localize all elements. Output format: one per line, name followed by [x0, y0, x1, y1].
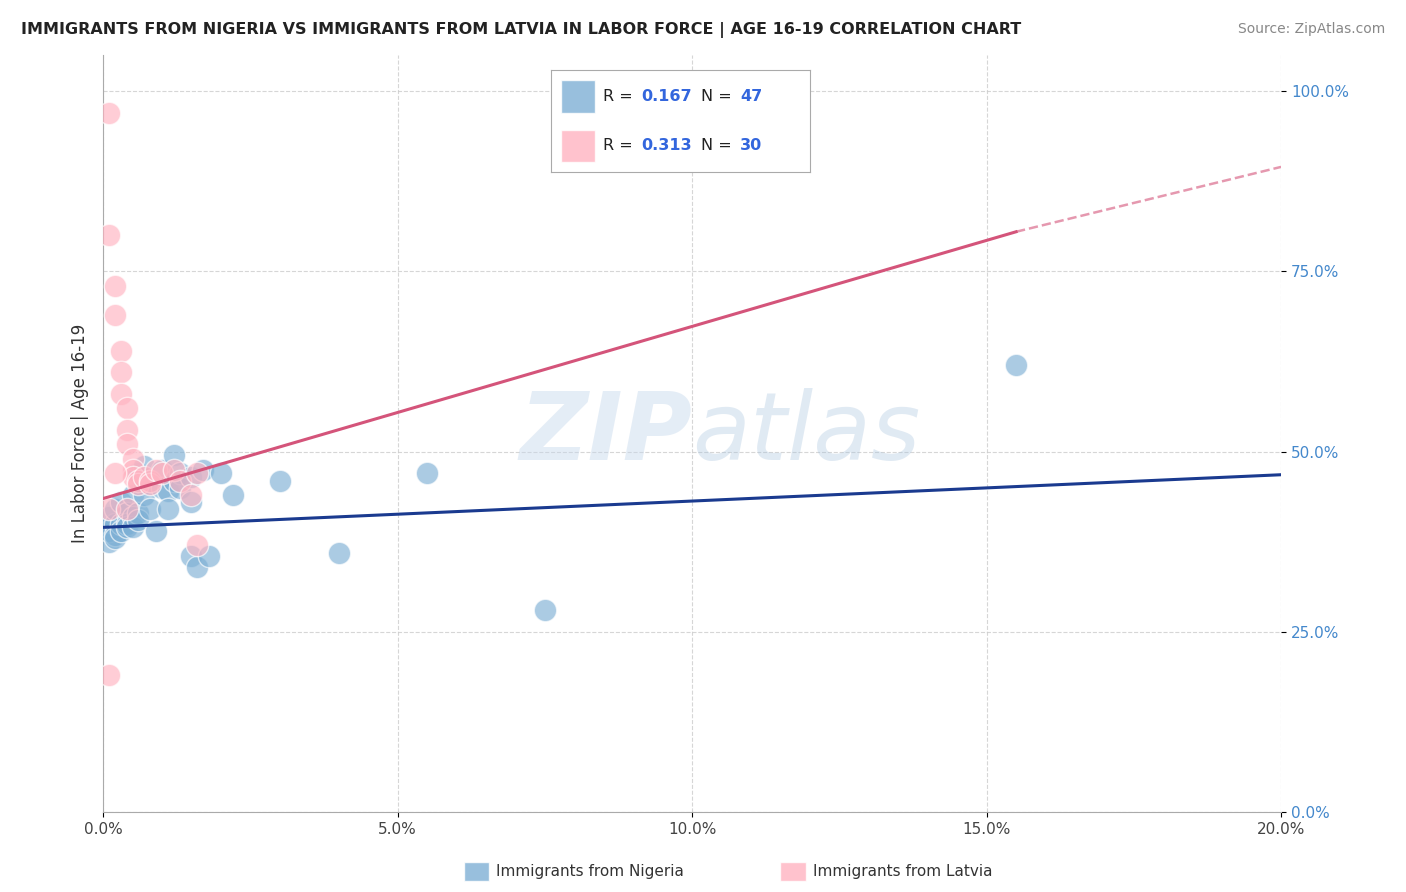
Point	[110, 516, 132, 531]
Point	[98, 509, 121, 524]
Point	[110, 387, 132, 401]
Point	[139, 502, 162, 516]
Point	[134, 477, 156, 491]
Text: IMMIGRANTS FROM NIGERIA VS IMMIGRANTS FROM LATVIA IN LABOR FORCE | AGE 16-19 COR: IMMIGRANTS FROM NIGERIA VS IMMIGRANTS FR…	[21, 22, 1021, 38]
Point	[163, 463, 186, 477]
Point	[121, 451, 143, 466]
Point	[139, 474, 162, 488]
Point	[104, 516, 127, 531]
Point	[104, 308, 127, 322]
Point	[150, 467, 173, 481]
Point	[127, 477, 149, 491]
Point	[328, 546, 350, 560]
Point	[98, 502, 121, 516]
Text: atlas: atlas	[692, 388, 921, 479]
Point	[115, 437, 138, 451]
Point	[169, 474, 191, 488]
Point	[115, 423, 138, 437]
Point	[98, 105, 121, 120]
Text: Immigrants from Latvia: Immigrants from Latvia	[813, 864, 993, 879]
Point	[121, 488, 143, 502]
Point	[193, 463, 215, 477]
Point	[186, 560, 208, 574]
Point	[150, 481, 173, 495]
Point	[534, 603, 557, 617]
Point	[115, 506, 138, 520]
Point	[127, 474, 149, 488]
Point	[98, 534, 121, 549]
Point	[163, 474, 186, 488]
Point	[269, 474, 291, 488]
Point	[139, 477, 162, 491]
Point	[110, 495, 132, 509]
Point	[180, 488, 202, 502]
Point	[115, 520, 138, 534]
Point	[209, 467, 232, 481]
Point	[127, 513, 149, 527]
Point	[104, 531, 127, 545]
Point	[104, 278, 127, 293]
Point	[134, 488, 156, 502]
Point	[163, 448, 186, 462]
Point	[110, 524, 132, 538]
Point	[110, 365, 132, 379]
Point	[186, 467, 208, 481]
Y-axis label: In Labor Force | Age 16-19: In Labor Force | Age 16-19	[72, 324, 89, 543]
Point	[115, 401, 138, 416]
Point	[104, 527, 127, 541]
Point	[1005, 358, 1028, 372]
Point	[98, 520, 121, 534]
Point	[98, 228, 121, 243]
Point	[156, 484, 179, 499]
Point	[121, 470, 143, 484]
Point	[180, 549, 202, 564]
Text: Source: ZipAtlas.com: Source: ZipAtlas.com	[1237, 22, 1385, 37]
Point	[156, 502, 179, 516]
Point	[139, 474, 162, 488]
Point	[198, 549, 221, 564]
Point	[150, 463, 173, 477]
Point	[145, 463, 167, 477]
Point	[145, 524, 167, 538]
Point	[115, 502, 138, 516]
Point	[127, 506, 149, 520]
Point	[169, 481, 191, 495]
Point	[121, 509, 143, 524]
Point	[115, 516, 138, 531]
Point	[562, 102, 585, 116]
Point	[134, 470, 156, 484]
Point	[180, 495, 202, 509]
Point	[416, 467, 439, 481]
Point	[98, 668, 121, 682]
Point	[121, 463, 143, 477]
Point	[134, 459, 156, 474]
Point	[186, 538, 208, 552]
Point	[180, 470, 202, 484]
Point	[169, 467, 191, 481]
Point	[110, 343, 132, 358]
Point	[222, 488, 245, 502]
Text: ZIP: ZIP	[519, 388, 692, 480]
Point	[127, 467, 149, 481]
Text: Immigrants from Nigeria: Immigrants from Nigeria	[496, 864, 685, 879]
Point	[121, 520, 143, 534]
Point	[98, 524, 121, 538]
Point	[104, 502, 127, 516]
Point	[104, 467, 127, 481]
